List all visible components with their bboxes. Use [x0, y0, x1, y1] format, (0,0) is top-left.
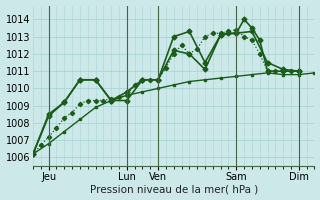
X-axis label: Pression niveau de la mer( hPa ): Pression niveau de la mer( hPa )	[90, 184, 258, 194]
